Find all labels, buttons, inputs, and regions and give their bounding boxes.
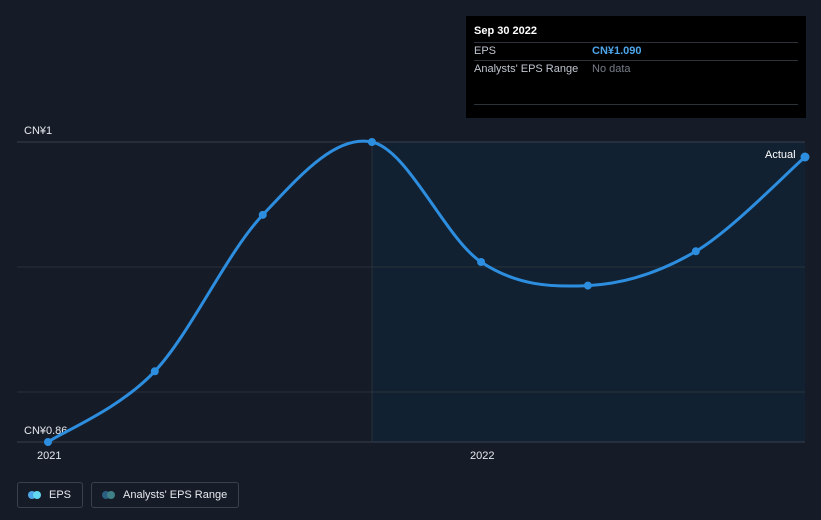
eps-point-4	[477, 258, 486, 266]
actual-label: Actual	[765, 149, 796, 161]
legend-eps-swatch-icon	[28, 491, 41, 499]
eps-point-7	[800, 152, 810, 162]
tooltip-date: Sep 30 2022	[474, 25, 537, 37]
legend-range-label: Analysts' EPS Range	[123, 489, 228, 501]
x-tick-2022: 2022	[470, 450, 494, 462]
eps-point-6	[691, 247, 700, 256]
tooltip-eps-label: EPS	[474, 45, 497, 57]
legend-item-eps[interactable]: EPS	[17, 482, 84, 508]
x-tick-2021: 2021	[37, 450, 61, 462]
tooltip-range-value: No data	[592, 63, 631, 75]
tooltip-row-eps: EPS CN¥1.090	[474, 42, 798, 60]
legend-item-analysts-range[interactable]: Analysts' EPS Range	[91, 482, 240, 508]
eps-point-5	[583, 281, 592, 290]
eps-point-3	[367, 138, 376, 146]
tooltip-range-label: Analysts' EPS Range	[474, 63, 579, 75]
tooltip-eps-value: CN¥1.090	[592, 45, 642, 57]
eps-point-0	[44, 438, 52, 446]
legend-range-swatch-icon	[102, 491, 116, 499]
legend: EPS Analysts' EPS Range	[17, 482, 240, 508]
eps-point-2	[258, 210, 267, 219]
y-label-bottom: CN¥0.86	[24, 425, 67, 437]
forecast-region	[372, 142, 805, 442]
tooltip: Sep 30 2022 EPS CN¥1.090 Analysts' EPS R…	[466, 16, 806, 118]
eps-point-1	[150, 367, 159, 376]
eps-points	[44, 138, 810, 446]
y-label-top: CN¥1	[24, 125, 52, 137]
tooltip-divider	[474, 104, 798, 105]
tooltip-row-range: Analysts' EPS Range No data	[474, 60, 798, 78]
legend-eps-label: EPS	[49, 489, 72, 501]
eps-series-line	[46, 139, 807, 444]
